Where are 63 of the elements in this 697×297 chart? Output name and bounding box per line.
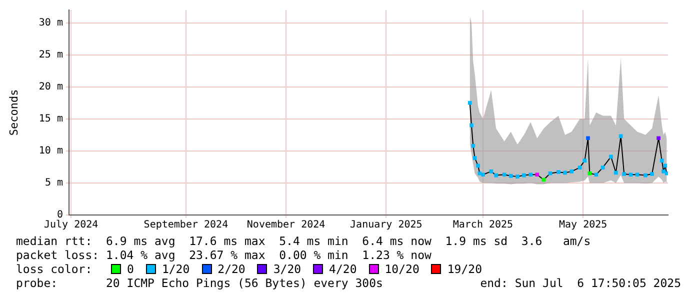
text: end: Sun Jul 6 17:50:05 2025: [480, 276, 681, 290]
legend-label: 0: [127, 262, 134, 276]
legend-label: 4/20: [329, 262, 357, 276]
legend-label: 2/20: [218, 262, 246, 276]
legend-label: 3/20: [273, 262, 302, 276]
point: [578, 166, 582, 170]
y-tick-label: 15 m: [38, 114, 63, 124]
point: [556, 170, 560, 174]
point: [650, 172, 654, 176]
point: [664, 171, 668, 176]
point: [472, 156, 477, 160]
point: [586, 136, 590, 140]
y-tick-label: 30 m: [38, 17, 63, 28]
point: [656, 136, 660, 140]
y-axis-title: Seconds: [7, 89, 20, 136]
point: [663, 164, 668, 168]
point: [502, 172, 506, 177]
point: [494, 173, 498, 178]
x-tick-label: May 2025: [559, 220, 608, 231]
y-tick-label: 10 m: [38, 146, 63, 157]
point: [516, 174, 520, 178]
point: [582, 158, 587, 162]
point: [481, 172, 485, 177]
x-tick-label: March 2025: [452, 220, 514, 231]
point: [470, 123, 474, 128]
text: probe: 20 ICMP Echo Pings (56 Bytes) every 300s: [16, 276, 383, 290]
point: [508, 174, 513, 178]
point: [548, 171, 552, 176]
point: [588, 171, 592, 176]
text: median rtt: 6.9 ms avg 17.6 ms max 5.4 ms min 6.4 ms now 1.9 ms sd 3.6 am/s: [16, 234, 592, 248]
legend-label: 10/20: [384, 262, 420, 276]
point: [535, 172, 540, 177]
point: [563, 170, 567, 175]
point: [600, 166, 605, 170]
point: [609, 154, 613, 159]
point: [528, 172, 532, 177]
y-tick-label: 25 m: [38, 49, 63, 60]
point: [594, 172, 598, 177]
point: [622, 172, 626, 176]
x-tick-label: January 2025: [350, 220, 422, 231]
point: [476, 164, 480, 168]
x-tick-label: September 2024: [144, 220, 228, 231]
text: packet loss: 1.04 % avg 23.67 % max 0.00 % min 1.23 % now: [16, 248, 432, 262]
point: [522, 173, 526, 178]
point: [468, 100, 472, 105]
point: [628, 172, 633, 177]
legend-title: loss color:: [16, 262, 94, 276]
x-tick-label: July 2024: [44, 220, 98, 231]
point: [478, 171, 482, 176]
point: [660, 158, 664, 162]
x-tick-label: November 2024: [246, 220, 326, 231]
point: [644, 173, 648, 178]
point: [471, 144, 476, 148]
point: [570, 170, 574, 174]
y-tick-label: 20 m: [38, 81, 63, 92]
y-tick-label: 5 m: [44, 178, 63, 189]
y-tick-label: 0: [56, 210, 63, 221]
point: [662, 170, 666, 174]
point: [635, 172, 640, 177]
legend-label: 19/20: [447, 262, 482, 276]
legend-label: 1/20: [162, 262, 190, 276]
point: [614, 170, 618, 175]
point: [489, 170, 494, 174]
